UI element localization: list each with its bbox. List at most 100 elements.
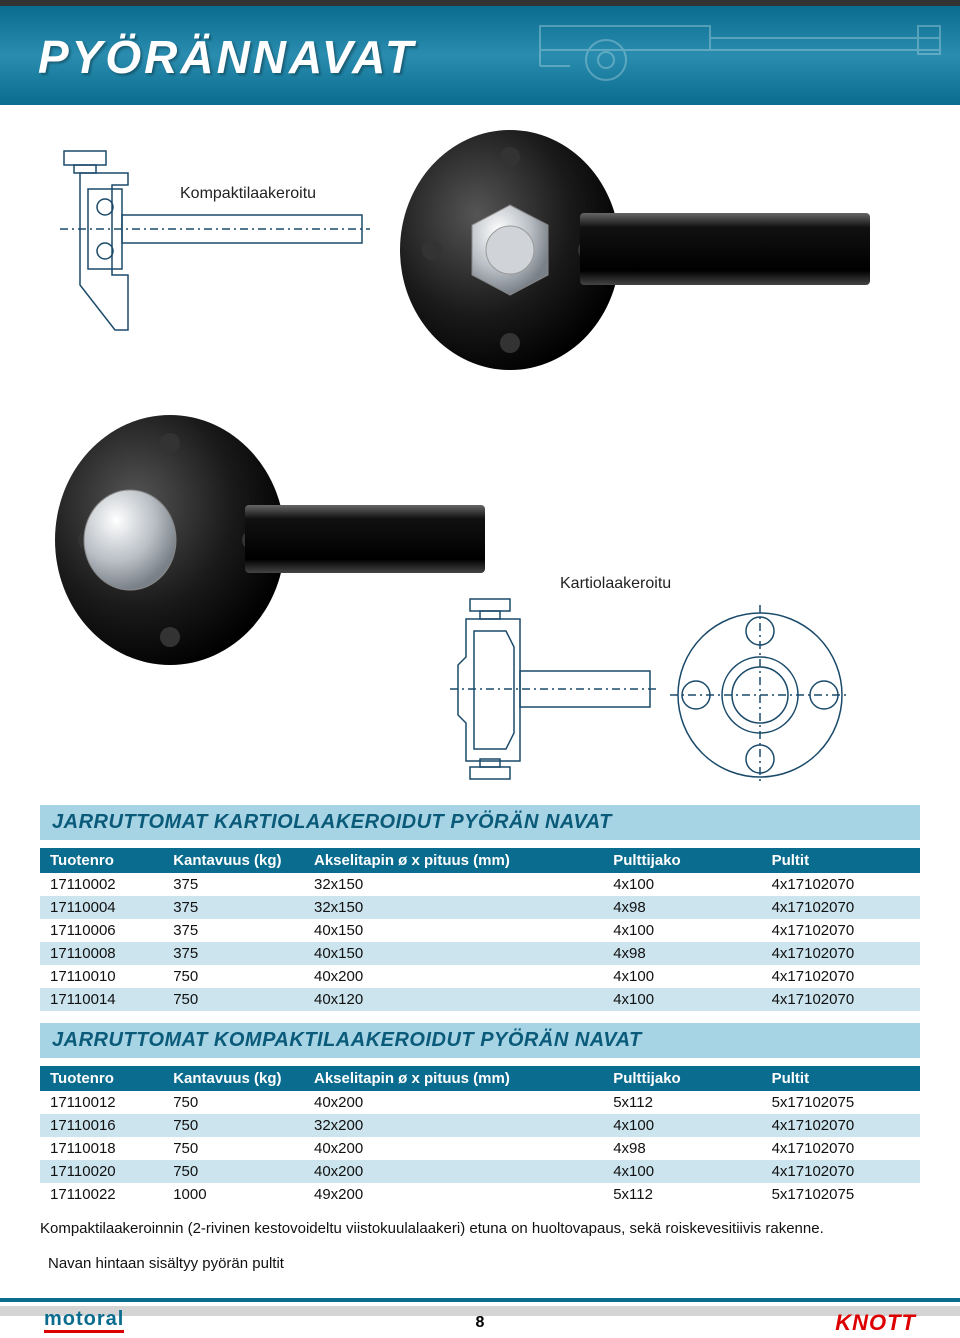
table-cell: 17110002 <box>40 873 163 896</box>
page-title: PYÖRÄNNAVAT <box>38 30 416 84</box>
table-header-cell: Pultit <box>762 848 920 873</box>
table-header-cell: Akselitapin ø x pituus (mm) <box>304 1066 603 1091</box>
table-cell: 375 <box>163 919 304 942</box>
table-header-cell: Akselitapin ø x pituus (mm) <box>304 848 603 873</box>
table-cell: 375 <box>163 873 304 896</box>
table-kompakti-head: TuotenroKantavuus (kg)Akselitapin ø x pi… <box>40 1066 920 1091</box>
table-cell: 5x17102075 <box>762 1183 920 1206</box>
table-row: 1711000637540x1504x1004x17102070 <box>40 919 920 942</box>
table-cell: 4x17102070 <box>762 1114 920 1137</box>
table-cell: 4x100 <box>603 965 761 988</box>
table-cell: 32x150 <box>304 896 603 919</box>
compact-bearing-diagram <box>60 145 370 335</box>
table-kompakti: TuotenroKantavuus (kg)Akselitapin ø x pi… <box>40 1066 920 1206</box>
table-header-cell: Tuotenro <box>40 1066 163 1091</box>
table-cell: 375 <box>163 896 304 919</box>
table-row: 1711000237532x1504x1004x17102070 <box>40 873 920 896</box>
table-cell: 5x17102075 <box>762 1091 920 1114</box>
table-cell: 4x17102070 <box>762 919 920 942</box>
table-cell: 4x17102070 <box>762 873 920 896</box>
table-cell: 750 <box>163 1091 304 1114</box>
table-cell: 4x98 <box>603 1137 761 1160</box>
table-cell: 17110012 <box>40 1091 163 1114</box>
table-cell: 375 <box>163 942 304 965</box>
content-area: Kompaktilaakeroitu <box>0 105 960 1272</box>
table-row: 1711001675032x2004x1004x17102070 <box>40 1114 920 1137</box>
table-header-cell: Pulttijako <box>603 1066 761 1091</box>
table-cell: 17110016 <box>40 1114 163 1137</box>
section-kompakti: JARRUTTOMAT KOMPAKTILAAKEROIDUT PYÖRÄN N… <box>40 1023 920 1206</box>
trailer-line-art <box>530 16 950 86</box>
logo-knott: KNOTT <box>835 1310 916 1336</box>
table-row: 1711001875040x2004x984x17102070 <box>40 1137 920 1160</box>
table-cell: 4x100 <box>603 1160 761 1183</box>
table-cell: 4x17102070 <box>762 896 920 919</box>
table-cell: 40x200 <box>304 965 603 988</box>
table-cell: 17110020 <box>40 1160 163 1183</box>
table-cell: 40x200 <box>304 1137 603 1160</box>
section-kartio-header: JARRUTTOMAT KARTIOLAAKEROIDUT PYÖRÄN NAV… <box>40 805 920 842</box>
table-cell: 750 <box>163 1114 304 1137</box>
table-header-cell: Kantavuus (kg) <box>163 848 304 873</box>
table-cell: 4x17102070 <box>762 965 920 988</box>
table-kartio: TuotenroKantavuus (kg)Akselitapin ø x pi… <box>40 848 920 1011</box>
taper-bearing-label: Kartiolaakeroitu <box>560 575 671 593</box>
section-kartio: JARRUTTOMAT KARTIOLAAKEROIDUT PYÖRÄN NAV… <box>40 805 920 1011</box>
table-cell: 4x100 <box>603 988 761 1011</box>
table-cell: 4x98 <box>603 896 761 919</box>
page-number: 8 <box>476 1314 485 1332</box>
table-row: 1711002075040x2004x1004x17102070 <box>40 1160 920 1183</box>
figure-row-2: Kartiolaakeroitu <box>0 405 960 805</box>
table-cell: 5x112 <box>603 1183 761 1206</box>
table-cell: 40x200 <box>304 1160 603 1183</box>
table-cell: 17110014 <box>40 988 163 1011</box>
footnote-2: Navan hintaan sisältyy pyörän pultit <box>48 1255 920 1272</box>
table-cell: 40x150 <box>304 942 603 965</box>
table-kartio-head: TuotenroKantavuus (kg)Akselitapin ø x pi… <box>40 848 920 873</box>
page-header-band: PYÖRÄNNAVAT <box>0 0 960 105</box>
table-cell: 4x100 <box>603 919 761 942</box>
table-cell: 49x200 <box>304 1183 603 1206</box>
table-row: 1711001475040x1204x1004x17102070 <box>40 988 920 1011</box>
table-cell: 1000 <box>163 1183 304 1206</box>
table-cell: 750 <box>163 988 304 1011</box>
footnote-1: Kompaktilaakeroinnin (2-rivinen kestovoi… <box>40 1220 920 1237</box>
table-cell: 17110018 <box>40 1137 163 1160</box>
table-cell: 40x150 <box>304 919 603 942</box>
compact-bearing-label: Kompaktilaakeroitu <box>180 185 316 203</box>
table-row: 1711000437532x1504x984x17102070 <box>40 896 920 919</box>
table-cell: 4x100 <box>603 873 761 896</box>
table-cell: 4x17102070 <box>762 942 920 965</box>
table-cell: 32x150 <box>304 873 603 896</box>
hub-photo-bottom <box>40 385 490 705</box>
table-cell: 17110006 <box>40 919 163 942</box>
table-row: 1711000837540x1504x984x17102070 <box>40 942 920 965</box>
table-cell: 750 <box>163 1160 304 1183</box>
table-cell: 32x200 <box>304 1114 603 1137</box>
table-header-cell: Tuotenro <box>40 848 163 873</box>
table-header-cell: Kantavuus (kg) <box>163 1066 304 1091</box>
table-header-cell: Pulttijako <box>603 848 761 873</box>
table-cell: 4x98 <box>603 942 761 965</box>
table-cell: 40x200 <box>304 1091 603 1114</box>
bolt-circle-diagram <box>670 605 850 785</box>
logo-motoral: motoral <box>44 1308 124 1331</box>
table-cell: 40x120 <box>304 988 603 1011</box>
hub-photo-top <box>390 95 880 405</box>
table-cell: 17110004 <box>40 896 163 919</box>
page-footer: motoral 8 KNOTT <box>0 1298 960 1338</box>
table-cell: 4x17102070 <box>762 988 920 1011</box>
table-row: 17110022100049x2005x1125x17102075 <box>40 1183 920 1206</box>
table-cell: 4x17102070 <box>762 1160 920 1183</box>
table-cell: 17110022 <box>40 1183 163 1206</box>
figure-row-1: Kompaktilaakeroitu <box>0 105 960 405</box>
table-cell: 4x100 <box>603 1114 761 1137</box>
section-kompakti-header: JARRUTTOMAT KOMPAKTILAAKEROIDUT PYÖRÄN N… <box>40 1023 920 1060</box>
table-cell: 17110010 <box>40 965 163 988</box>
table-cell: 17110008 <box>40 942 163 965</box>
table-cell: 5x112 <box>603 1091 761 1114</box>
table-header-cell: Pultit <box>762 1066 920 1091</box>
table-cell: 750 <box>163 965 304 988</box>
taper-bearing-section-diagram <box>450 595 660 785</box>
table-cell: 4x17102070 <box>762 1137 920 1160</box>
